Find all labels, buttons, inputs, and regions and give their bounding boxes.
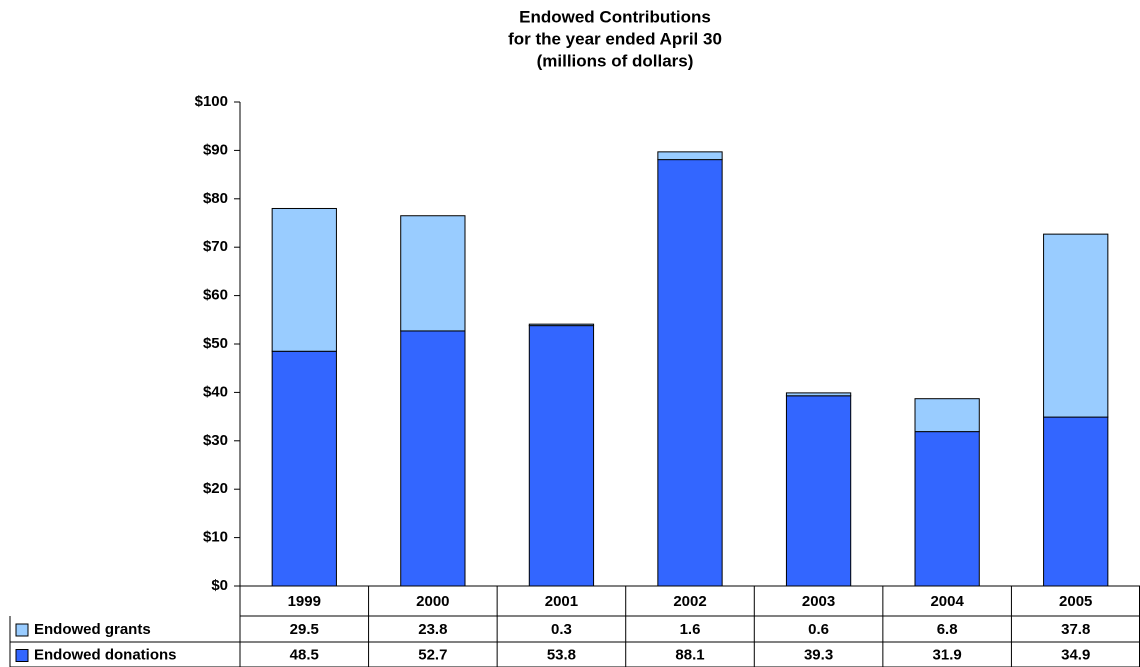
table-value: 53.8	[547, 646, 576, 663]
table-value: 31.9	[933, 646, 962, 663]
table-value: 29.5	[290, 621, 319, 638]
x-tick-label: 1999	[288, 593, 321, 610]
x-tick-label: 2005	[1059, 593, 1092, 610]
bar-segment	[271, 207, 337, 352]
x-tick-label: 2001	[545, 593, 578, 610]
y-tick-label: $90	[203, 141, 228, 158]
bar-segment	[785, 395, 852, 587]
y-tick-label: $60	[203, 287, 228, 304]
y-tick-label: $70	[203, 238, 228, 255]
table-value: 48.5	[290, 646, 319, 663]
chart-title: Endowed Contributions	[519, 7, 711, 26]
bar-segment	[400, 215, 466, 332]
legend-label: Endowed grants	[34, 621, 151, 638]
table-value: 88.1	[675, 646, 704, 663]
bar-segment	[785, 392, 852, 397]
table-value: 23.8	[418, 621, 447, 638]
bar-segment	[400, 330, 466, 587]
x-tick-label: 2004	[930, 593, 964, 610]
y-tick-label: $0	[211, 577, 228, 594]
x-tick-label: 2003	[802, 593, 835, 610]
bar-segment	[1043, 416, 1109, 587]
bar-segment	[914, 431, 980, 587]
bar-segment	[657, 151, 723, 161]
y-tick-label: $100	[195, 93, 228, 110]
x-tick-label: 2002	[673, 593, 706, 610]
y-tick-label: $50	[203, 335, 228, 352]
table-value: 39.3	[804, 646, 833, 663]
y-tick-label: $20	[203, 480, 228, 497]
table-value: 1.6	[680, 621, 701, 638]
x-tick-label: 2000	[416, 593, 449, 610]
legend-swatch	[15, 649, 29, 662]
y-tick-label: $10	[203, 529, 228, 546]
chart-title: for the year ended April 30	[508, 29, 722, 48]
table-value: 34.9	[1061, 646, 1090, 663]
table-value: 0.6	[808, 621, 829, 638]
y-tick-label: $40	[203, 383, 228, 400]
bar-segment	[528, 323, 595, 327]
bar-segment	[528, 325, 595, 587]
y-tick-label: $80	[203, 190, 228, 207]
bar-segment	[271, 350, 337, 587]
bar-segment	[914, 398, 980, 433]
bar-segment	[657, 159, 723, 587]
table-value: 37.8	[1061, 621, 1090, 638]
chart-title: (millions of dollars)	[537, 51, 694, 70]
bar-segment	[1043, 233, 1109, 418]
legend-swatch	[15, 623, 29, 637]
legend-label: Endowed donations	[34, 646, 177, 663]
table-value: 0.3	[551, 621, 572, 638]
y-tick-label: $30	[203, 432, 228, 449]
table-value: 6.8	[937, 621, 958, 638]
table-value: 52.7	[418, 646, 447, 663]
